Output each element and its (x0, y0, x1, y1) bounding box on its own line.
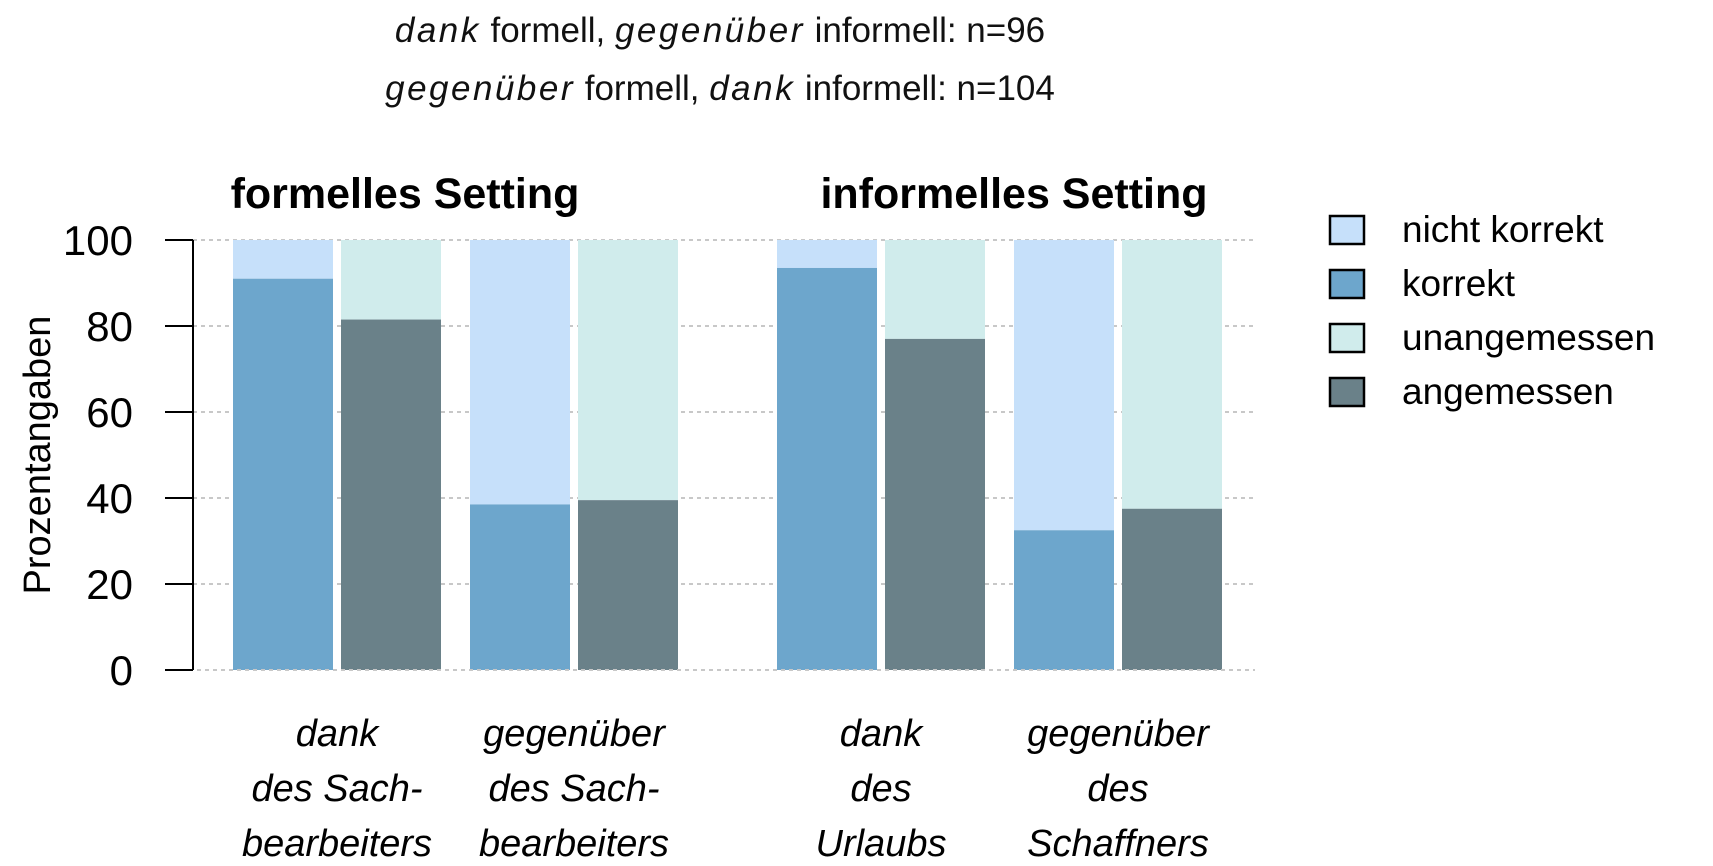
panel-title: informelles Setting (820, 170, 1207, 218)
bar-korrekt (470, 504, 570, 670)
title-part: dank (395, 11, 481, 50)
bar-nicht-korrekt (470, 240, 570, 505)
bar-angemessen (578, 500, 678, 670)
bar-korrekt (1014, 530, 1114, 670)
title-part: gegenüber (385, 69, 575, 108)
title-part: informell: n=96 (805, 11, 1045, 50)
bar-unangemessen (578, 240, 678, 501)
title-line-1: dank formell, gegenüber informell: n=96 (395, 11, 1045, 50)
panel-titles: formelles Setting informelles Setting (231, 170, 1208, 218)
title-part: formell, (481, 11, 615, 50)
title-part: informell: n=104 (795, 69, 1055, 108)
bar-nicht-korrekt (1014, 240, 1114, 531)
legend-label: unangemessen (1402, 317, 1655, 358)
x-tick-label: dank (840, 713, 924, 755)
x-tick-label: des Sach- (251, 768, 422, 810)
bar-angemessen (1122, 508, 1222, 670)
bar-unangemessen (885, 240, 985, 339)
bar-nicht-korrekt (233, 240, 333, 279)
y-axis: 0 20 40 60 80 100 Prozentangaben (17, 217, 1255, 694)
title-part: dank (709, 69, 795, 108)
y-tick-label: 20 (86, 561, 133, 608)
x-tick-label: Schaffners (1027, 823, 1209, 865)
title-part: formell, (575, 69, 709, 108)
legend-swatch (1328, 268, 1366, 300)
bar-korrekt (233, 278, 333, 670)
legend-label: nicht korrekt (1402, 209, 1604, 250)
legend-label: angemessen (1402, 371, 1614, 412)
bar-nicht-korrekt (777, 240, 877, 268)
bar-unangemessen (1122, 240, 1222, 509)
bar-angemessen (885, 338, 985, 670)
x-tick-label: bearbeiters (242, 823, 432, 865)
x-axis-labels: dank des Sach-bearbeiters gegenüber des Sac… (242, 713, 1210, 865)
x-tick-label: des Sach- (488, 768, 659, 810)
y-tick-label: 100 (63, 217, 133, 264)
x-tick-label: bearbeiters (479, 823, 669, 865)
legend-swatch (1328, 214, 1366, 246)
legend: nicht korrekt korrekt unangemessen angemess… (1328, 209, 1655, 412)
bar-angemessen (341, 319, 441, 670)
legend-swatch (1328, 376, 1366, 408)
bars (233, 240, 1222, 670)
x-tick-label: des (850, 768, 911, 810)
chart-title: dank formell, gegenüber informell: n=96g… (385, 11, 1055, 108)
x-tick-label: des (1087, 768, 1148, 810)
legend-swatch (1328, 322, 1366, 354)
bar-unangemessen (341, 240, 441, 320)
panel-title: formelles Setting (231, 170, 580, 218)
bar-korrekt (777, 267, 877, 670)
title-part: gegenüber (615, 11, 805, 50)
x-tick-label: dank (296, 713, 380, 755)
y-axis-title: Prozentangaben (17, 316, 59, 595)
x-tick-label: gegenüber (1027, 713, 1210, 755)
legend-label: korrekt (1402, 263, 1516, 304)
y-tick-label: 80 (86, 303, 133, 350)
x-tick-label: gegenüber (483, 713, 666, 755)
y-tick-label: 0 (110, 647, 133, 694)
x-tick-label: Urlaubs (816, 823, 947, 865)
y-tick-label: 60 (86, 389, 133, 436)
y-tick-label: 40 (86, 475, 133, 522)
title-line-2: gegenüber formell, dank informell: n=104 (385, 69, 1055, 108)
